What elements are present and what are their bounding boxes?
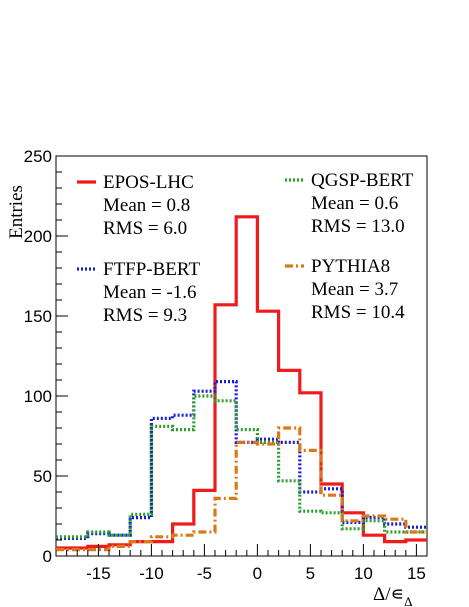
y-tick-label: 250	[24, 147, 52, 166]
series-layer	[56, 215, 427, 552]
y-tick-label: 150	[24, 307, 52, 326]
x-tick-label: -10	[139, 564, 164, 583]
y-tick-label: 50	[33, 467, 52, 486]
series-line-ftfp-bert	[56, 380, 427, 540]
x-axis-label-main: Δ/∊	[373, 584, 404, 605]
legend-rms-ftfp-bert: RMS = 9.3	[103, 305, 187, 326]
x-axis-label: Δ/∊Δ	[373, 584, 413, 607]
legend-mean-pythia8: Mean = 3.7	[311, 279, 398, 300]
y-tick-label: 100	[24, 387, 52, 406]
legend-name-pythia8: PYTHIA8	[311, 256, 390, 277]
legend-mean-ftfp-bert: Mean = -1.6	[103, 282, 197, 303]
legend-name-epos-lhc: EPOS-LHC	[103, 172, 194, 193]
x-tick-label: 5	[306, 564, 315, 583]
y-tick-label: 200	[24, 227, 52, 246]
x-axis-label-sub: Δ	[404, 594, 412, 607]
x-tick-label: -5	[197, 564, 212, 583]
series-line-qgsp-bert	[56, 394, 427, 539]
x-tick-label: 10	[354, 564, 373, 583]
legend-rms-epos-lhc: RMS = 6.0	[103, 218, 187, 239]
legend-name-ftfp-bert: FTFP-BERT	[103, 259, 200, 280]
legend-rms-qgsp-bert: RMS = 13.0	[311, 216, 405, 237]
legend-name-qgsp-bert: QGSP-BERT	[311, 170, 414, 191]
y-tick-label: 0	[43, 547, 52, 566]
x-tick-label: -15	[86, 564, 111, 583]
series-line-pythia8	[56, 426, 427, 552]
legend-rms-pythia8: RMS = 10.4	[311, 302, 405, 323]
plot-area-frame	[55, 155, 428, 557]
plot-frame	[55, 155, 428, 557]
x-tick-label: 0	[253, 564, 262, 583]
y-axis-label: Entries	[6, 185, 27, 239]
legend-mean-qgsp-bert: Mean = 0.6	[311, 193, 398, 214]
x-tick-label: 15	[407, 564, 426, 583]
legend-mean-epos-lhc: Mean = 0.8	[103, 195, 190, 216]
